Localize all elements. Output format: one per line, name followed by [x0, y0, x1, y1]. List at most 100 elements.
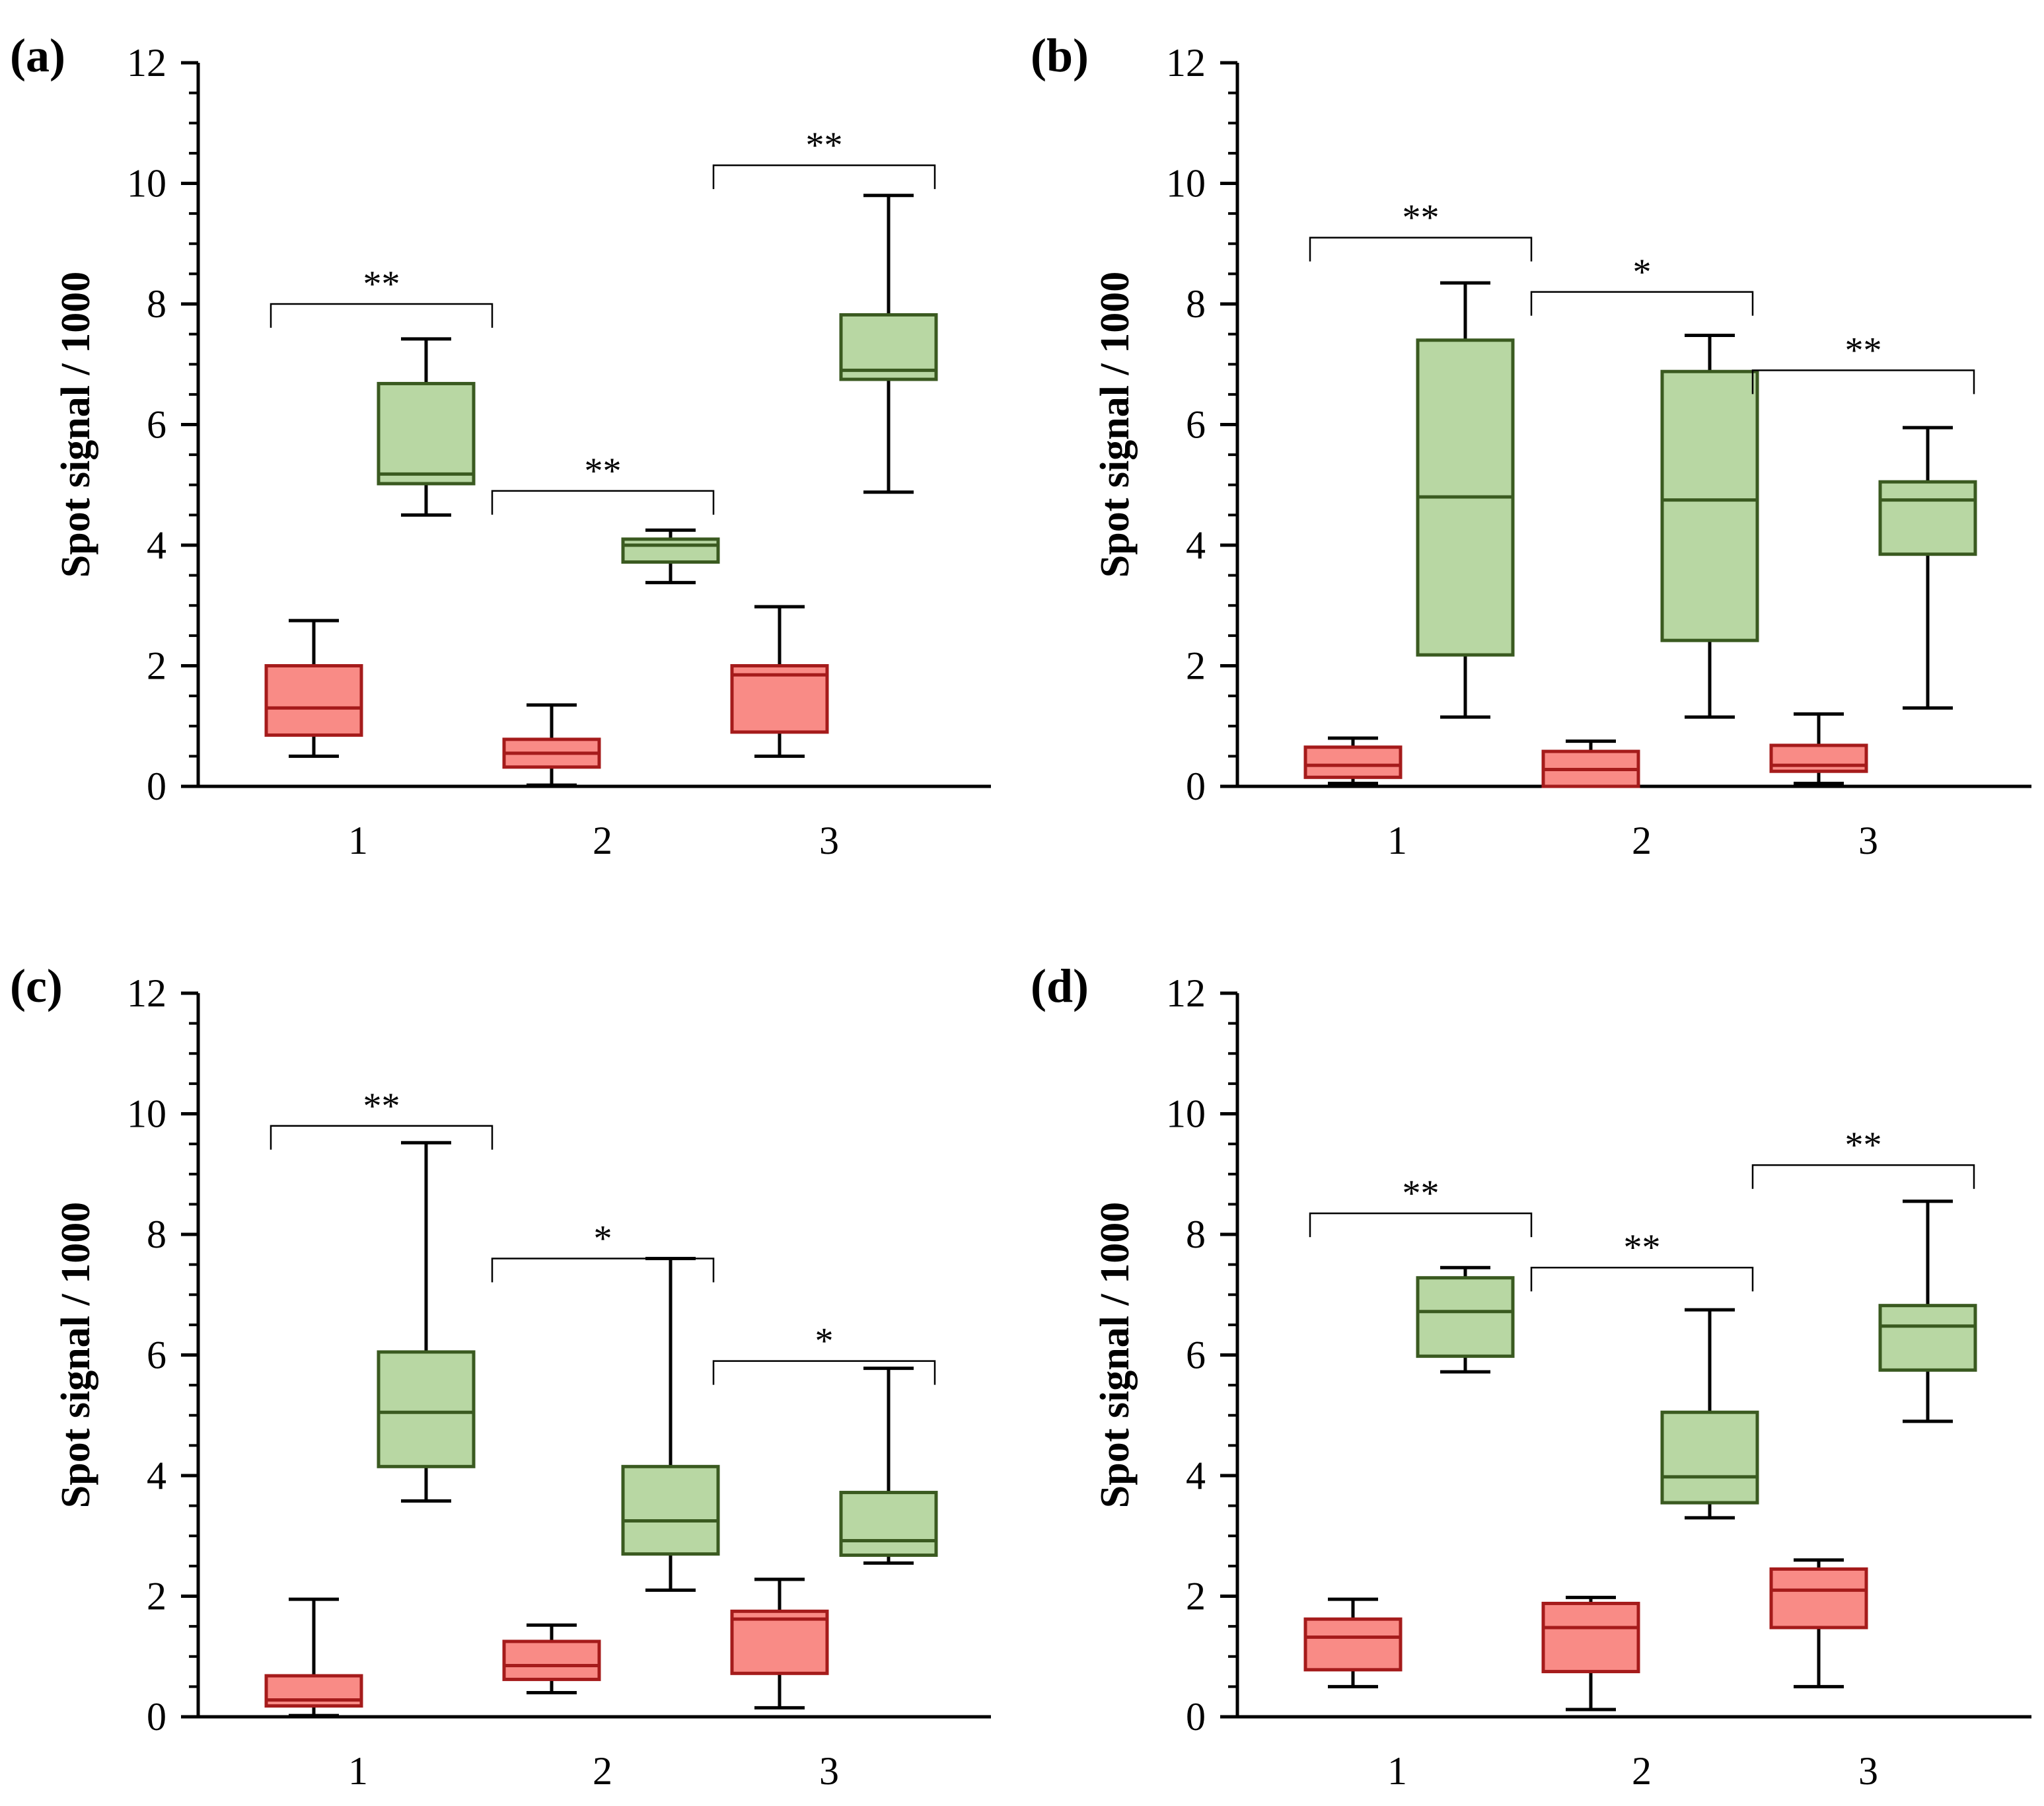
green-box [839, 1491, 938, 1557]
green-box [839, 313, 938, 381]
red-box-group [502, 703, 601, 787]
x-tick-label: 3 [819, 1749, 839, 1793]
bracket-line [1309, 1212, 1533, 1238]
y-axis-title: Spot signal / 1000 [1093, 1202, 1138, 1508]
y-tick-label: 6 [147, 403, 166, 447]
green-box-group [839, 194, 938, 494]
y-tick-label: 6 [1186, 1334, 1206, 1377]
bracket-line [270, 1125, 493, 1150]
bracket-line [712, 1360, 936, 1385]
red-box-group [1769, 1558, 1868, 1688]
significance-label: ** [585, 451, 622, 492]
green-box-group [377, 1141, 476, 1503]
significance-bracket: ** [1309, 198, 1533, 262]
x-tick-label: 1 [348, 819, 368, 862]
red-box [1303, 745, 1403, 779]
significance-bracket: ** [1530, 1227, 1754, 1292]
y-tick-label: 4 [147, 523, 166, 567]
green-box-group [1878, 426, 1977, 710]
significance-label: ** [363, 264, 400, 305]
x-tick-label: 2 [1632, 1749, 1652, 1793]
green-box-group [621, 528, 720, 585]
green-box [377, 381, 476, 486]
green-box-group [1660, 1308, 1759, 1520]
red-box-group [264, 619, 363, 758]
significance-bracket: ** [1751, 1125, 1975, 1189]
red-box [1769, 743, 1868, 773]
red-box-group [1303, 1597, 1403, 1688]
y-tick-label: 0 [1186, 765, 1206, 808]
green-box-group [1416, 1265, 1515, 1374]
significance-label: ** [1624, 1227, 1661, 1268]
y-tick-label: 2 [1186, 1575, 1206, 1618]
y-tick-label: 4 [1186, 523, 1206, 567]
y-axis-title: Spot signal / 1000 [54, 272, 98, 578]
y-tick-label: 6 [147, 1334, 166, 1377]
y-tick-label: 0 [1186, 1695, 1206, 1739]
x-tick-label: 1 [1387, 1749, 1407, 1793]
bracket-line [491, 490, 715, 515]
green-box-group [1878, 1199, 1977, 1423]
red-box-group [264, 1597, 363, 1717]
significance-bracket: ** [1309, 1173, 1533, 1238]
significance-bracket: ** [491, 451, 715, 515]
bracket-line [1530, 291, 1754, 316]
red-box-group [502, 1623, 601, 1694]
y-tick-label: 10 [127, 1092, 166, 1136]
y-axis-title: Spot signal / 1000 [54, 1202, 98, 1508]
panel-label: (d) [1031, 959, 1089, 1012]
significance-label: * [815, 1321, 834, 1362]
significance-label: ** [1403, 1173, 1440, 1214]
y-tick-label: 12 [1166, 41, 1206, 85]
significance-label: ** [806, 125, 843, 166]
bracket-line [491, 1258, 715, 1283]
significance-bracket: ** [270, 264, 493, 328]
green-box-group [377, 337, 476, 517]
significance-bracket: * [1530, 252, 1754, 316]
y-tick-label: 8 [147, 282, 166, 326]
red-box [1769, 1567, 1868, 1630]
significance-bracket: * [491, 1219, 715, 1283]
y-tick-label: 12 [127, 41, 166, 85]
y-tick-label: 8 [147, 1213, 166, 1256]
x-tick-label: 3 [1858, 1749, 1878, 1793]
x-tick-label: 1 [348, 1749, 368, 1793]
y-tick-label: 10 [127, 162, 166, 206]
x-tick-label: 2 [593, 819, 612, 862]
significance-label: * [594, 1219, 612, 1260]
green-box [621, 1464, 720, 1556]
green-box-group [621, 1257, 720, 1592]
green-box [1660, 369, 1759, 642]
bracket-line [1530, 1266, 1754, 1292]
red-box [1541, 1601, 1640, 1674]
red-box-group [730, 1577, 829, 1710]
red-box-group [1541, 739, 1640, 788]
y-tick-label: 10 [1166, 1092, 1206, 1136]
y-tick-label: 2 [1186, 644, 1206, 688]
y-tick-label: 6 [1186, 403, 1206, 447]
red-box-group [1769, 712, 1868, 785]
significance-label: ** [1403, 198, 1440, 239]
green-box [1878, 480, 1977, 556]
red-box [1303, 1617, 1403, 1672]
panel-label: (c) [10, 959, 63, 1012]
y-tick-label: 0 [147, 1695, 166, 1739]
significance-bracket: ** [712, 125, 936, 190]
panel-label: (a) [10, 29, 65, 82]
bracket-line [1309, 237, 1533, 262]
significance-label: ** [363, 1086, 400, 1127]
y-tick-label: 2 [147, 644, 166, 688]
panel-label: (b) [1031, 29, 1089, 82]
y-tick-label: 0 [147, 765, 166, 808]
y-tick-label: 12 [127, 971, 166, 1015]
red-box [502, 1639, 601, 1681]
x-tick-label: 1 [1387, 819, 1407, 862]
significance-label: * [1633, 252, 1652, 293]
bracket-line [712, 164, 936, 190]
x-tick-label: 2 [1632, 819, 1652, 862]
green-box [1416, 1276, 1515, 1358]
